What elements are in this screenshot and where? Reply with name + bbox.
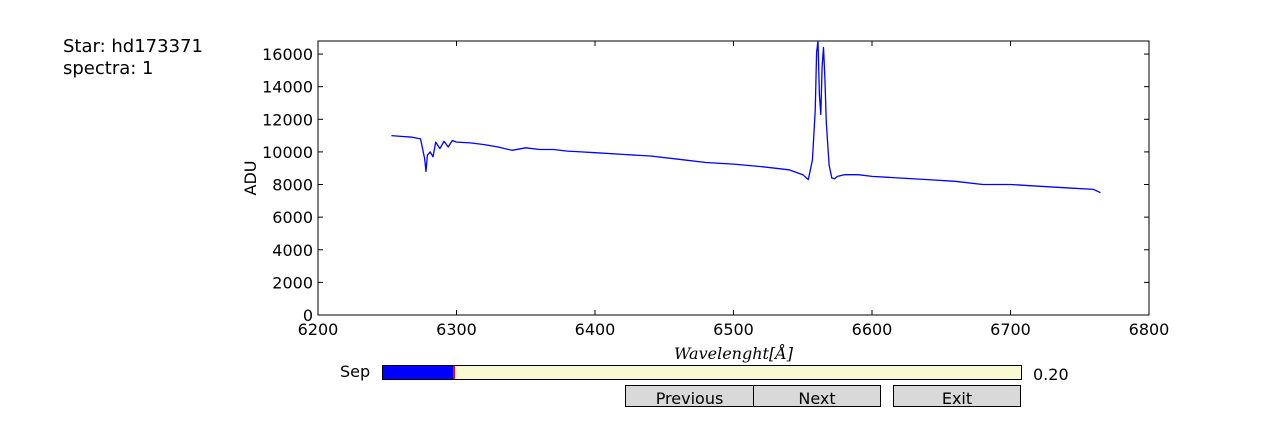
spectra-label: spectra: 1 <box>63 58 154 79</box>
star-name-label: Star: hd173371 <box>63 36 203 57</box>
y-tick-label: 4000 <box>272 241 313 260</box>
x-axis-label: Wavelenght[Å] <box>674 343 794 363</box>
y-axis-label: ADU <box>241 161 260 196</box>
y-tick-label: 2000 <box>272 273 313 292</box>
sep-slider-fill <box>383 366 454 379</box>
next-button[interactable]: Next <box>753 385 881 408</box>
sep-slider-label: Sep <box>340 362 371 381</box>
y-tick-label: 6000 <box>272 208 313 227</box>
star-info: Star: hd173371 spectra: 1 <box>63 36 203 80</box>
x-tick-label: 6700 <box>990 320 1031 339</box>
y-tick-label: 16000 <box>262 45 313 64</box>
x-tick-label: 6500 <box>713 320 754 339</box>
spectrum-line <box>391 40 1101 194</box>
y-tick-label: 10000 <box>262 143 313 162</box>
spectrum-chart: 6200 6300 6400 6500 6600 6700 6800 0 2000 4000 600… <box>241 40 1170 363</box>
previous-button[interactable]: Previous <box>625 385 754 408</box>
x-tick-label: 6200 <box>298 320 339 339</box>
y-tick-label: 14000 <box>262 78 313 97</box>
y-tick-label: 12000 <box>262 110 313 129</box>
y-tick-label: 0 <box>303 306 313 325</box>
x-tick-label: 6400 <box>575 320 616 339</box>
x-tick-label: 6300 <box>436 320 477 339</box>
x-tick-label: 6800 <box>1129 320 1170 339</box>
exit-button[interactable]: Exit <box>893 385 1021 408</box>
plot-frame <box>317 40 1150 316</box>
sep-slider-handle[interactable] <box>452 366 455 379</box>
x-tick-label: 6600 <box>852 320 893 339</box>
y-tick-label: 8000 <box>272 176 313 195</box>
sep-slider-value: 0.20 <box>1033 365 1069 384</box>
sep-slider[interactable] <box>382 365 1022 380</box>
